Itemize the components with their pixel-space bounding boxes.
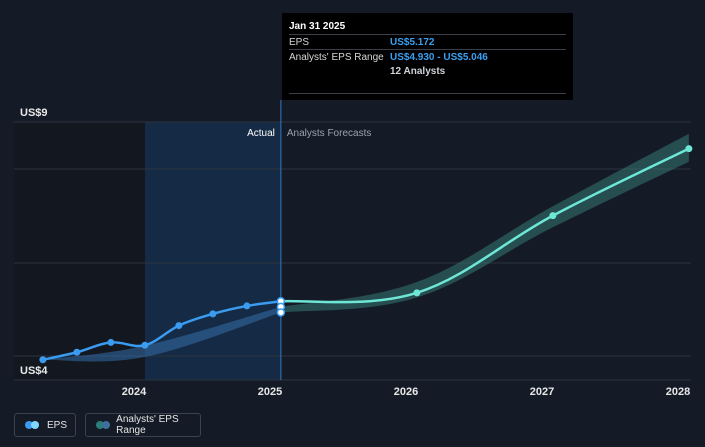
y-axis-bottom-label: US$4: [20, 365, 48, 377]
eps-forecast-line: [280, 147, 690, 304]
range-band-past: [42, 306, 281, 362]
eps-forecast-point[interactable]: [685, 145, 693, 153]
eps-point[interactable]: [107, 338, 115, 346]
actual-period-highlight: [145, 122, 281, 380]
eps-forecast-point[interactable]: [549, 212, 557, 220]
eps-forecast-point[interactable]: [413, 289, 421, 297]
legend-label-eps-range: Analysts' EPS Range: [116, 414, 179, 436]
range-band-forecast: [280, 133, 689, 313]
data-tooltip: Jan 31 2025 EPS US$5.172 Analysts' EPS R…: [282, 13, 573, 100]
eps-point[interactable]: [141, 341, 149, 349]
forecast-section-label: Analysts Forecasts: [287, 128, 371, 139]
tooltip-analysts: 12 Analysts: [390, 66, 446, 77]
x-tick-label: 2024: [122, 386, 147, 398]
range-low-current-point[interactable]: [276, 308, 286, 317]
tooltip-range-value: US$4.930 - US$5.046: [390, 52, 488, 63]
eps-point[interactable]: [73, 348, 81, 356]
eps-point[interactable]: [209, 310, 217, 318]
actual-section-label: Actual: [247, 128, 275, 139]
x-tick-label: 2027: [530, 386, 554, 398]
range-bands: [42, 133, 689, 362]
tooltip-date: Jan 31 2025: [289, 21, 346, 32]
tooltip-range-label: Analysts' EPS Range: [289, 52, 384, 63]
eps-point[interactable]: [175, 322, 183, 330]
eps-range-legend-icon: [96, 421, 110, 429]
tooltip-range-row: Analysts' EPS Range US$4.930 - US$5.046: [289, 49, 566, 65]
tooltip-eps-row: EPS US$5.172: [289, 34, 566, 50]
legend-item-eps-range[interactable]: Analysts' EPS Range: [85, 413, 201, 437]
x-axis-ticks: 2024 2025 2026 2027 2028: [122, 386, 690, 398]
x-tick-label: 2028: [666, 386, 690, 398]
x-tick-label: 2025: [258, 386, 282, 398]
y-axis-top-label: US$9: [20, 107, 48, 119]
eps-point[interactable]: [243, 302, 251, 310]
eps-point[interactable]: [39, 356, 47, 364]
legend-label-eps: EPS: [47, 419, 68, 431]
series-points[interactable]: [39, 145, 693, 364]
tooltip-eps-value: US$5.172: [390, 37, 435, 48]
legend-item-eps[interactable]: EPS: [14, 413, 76, 437]
x-tick-label: 2026: [394, 386, 418, 398]
tooltip-analysts-row: 12 Analysts: [289, 64, 566, 79]
eps-legend-icon: [25, 421, 41, 429]
tooltip-eps-label: EPS: [289, 37, 310, 48]
tooltip-divider: [289, 93, 566, 94]
past-period-shade: [14, 122, 145, 380]
